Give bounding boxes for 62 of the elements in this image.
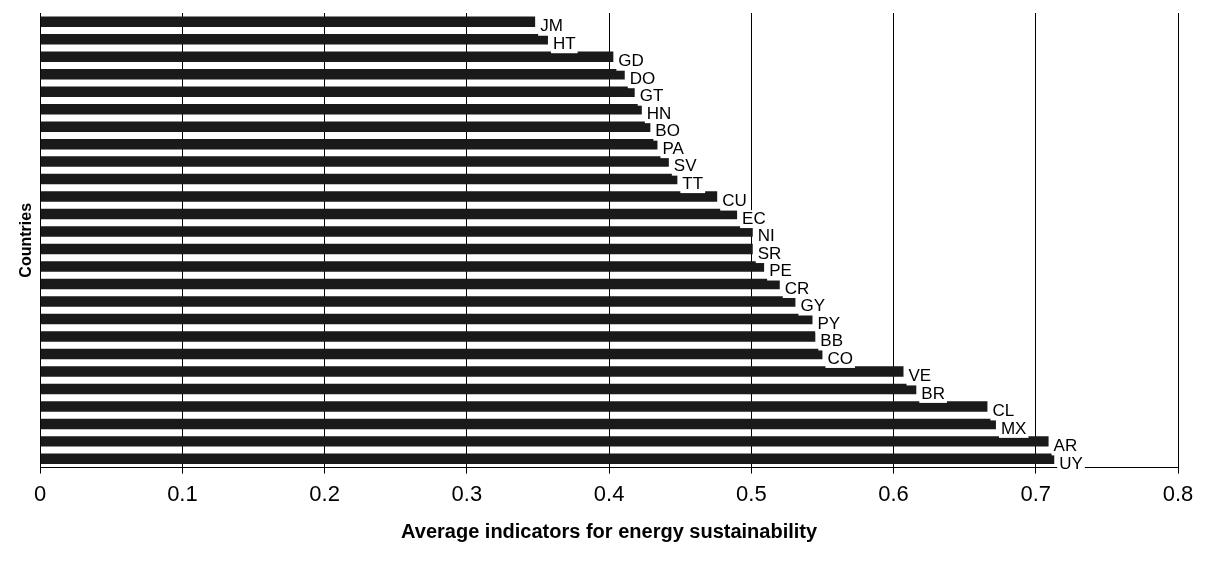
bar — [40, 156, 669, 167]
y-tick-label: CR — [784, 278, 810, 298]
y-tick-label: HN — [646, 103, 672, 123]
bar — [40, 68, 625, 80]
bar — [40, 401, 988, 412]
y-tick-label: BB — [820, 331, 844, 351]
y-tick-label: SR — [757, 243, 782, 263]
y-tick-label: JM — [540, 16, 563, 36]
bar — [40, 278, 780, 290]
bar — [40, 366, 904, 377]
y-tick-label: PE — [769, 261, 792, 281]
bar — [40, 348, 823, 360]
x-tick-label: 0.4 — [593, 480, 625, 506]
y-tick-label: AR — [1053, 436, 1078, 456]
y-tick-label: MX — [1000, 418, 1027, 438]
bar — [40, 331, 816, 342]
bar — [40, 138, 658, 150]
y-tick-label: NI — [757, 226, 775, 246]
bar — [40, 313, 813, 325]
bar — [40, 453, 1055, 465]
x-tick-label: 0.8 — [1162, 480, 1194, 506]
y-tick-label: BR — [921, 383, 945, 403]
x-tick-label: 0.5 — [736, 480, 767, 506]
y-tick-label: DO — [629, 68, 656, 88]
bar — [40, 296, 796, 307]
y-tick-label: PA — [662, 138, 685, 158]
bar — [40, 418, 996, 430]
bar — [40, 436, 1049, 447]
bar — [40, 173, 678, 185]
bar — [40, 191, 718, 202]
x-tick-label: 0.6 — [878, 480, 909, 506]
y-tick-label: TT — [682, 173, 704, 193]
y-tick-label: BO — [655, 121, 680, 141]
x-tick-label: 0.3 — [451, 480, 483, 506]
x-tick-label: 0.7 — [1020, 480, 1052, 506]
bar — [40, 33, 548, 45]
bar — [40, 16, 536, 27]
y-tick-label: GY — [800, 296, 825, 316]
y-tick-label: EC — [742, 208, 766, 228]
y-tick-label: GT — [639, 86, 664, 106]
bar — [40, 383, 917, 395]
y-tick-label: CO — [827, 348, 853, 368]
bar — [40, 121, 651, 132]
y-tick-label: CU — [722, 191, 747, 211]
x-tick-label: 0.1 — [167, 480, 198, 506]
bar — [40, 261, 765, 272]
y-tick-label: HT — [552, 33, 576, 53]
x-axis-title: Average indicators for energy sustainability — [401, 519, 818, 542]
y-tick-label: UY — [1059, 453, 1083, 473]
x-tick-label: 0.2 — [309, 480, 340, 506]
y-tick-label: GD — [618, 51, 644, 71]
bar — [40, 103, 642, 115]
bar — [40, 243, 753, 255]
y-tick-label: CL — [992, 401, 1015, 421]
x-tick-label: 0 — [34, 480, 47, 506]
bar — [40, 51, 614, 62]
bar — [40, 226, 753, 237]
y-tick-label: PY — [817, 313, 841, 333]
y-tick-label: VE — [908, 366, 932, 386]
y-axis-title: Countries — [17, 202, 35, 278]
y-tick-label: SV — [673, 156, 698, 176]
bar — [40, 86, 635, 97]
